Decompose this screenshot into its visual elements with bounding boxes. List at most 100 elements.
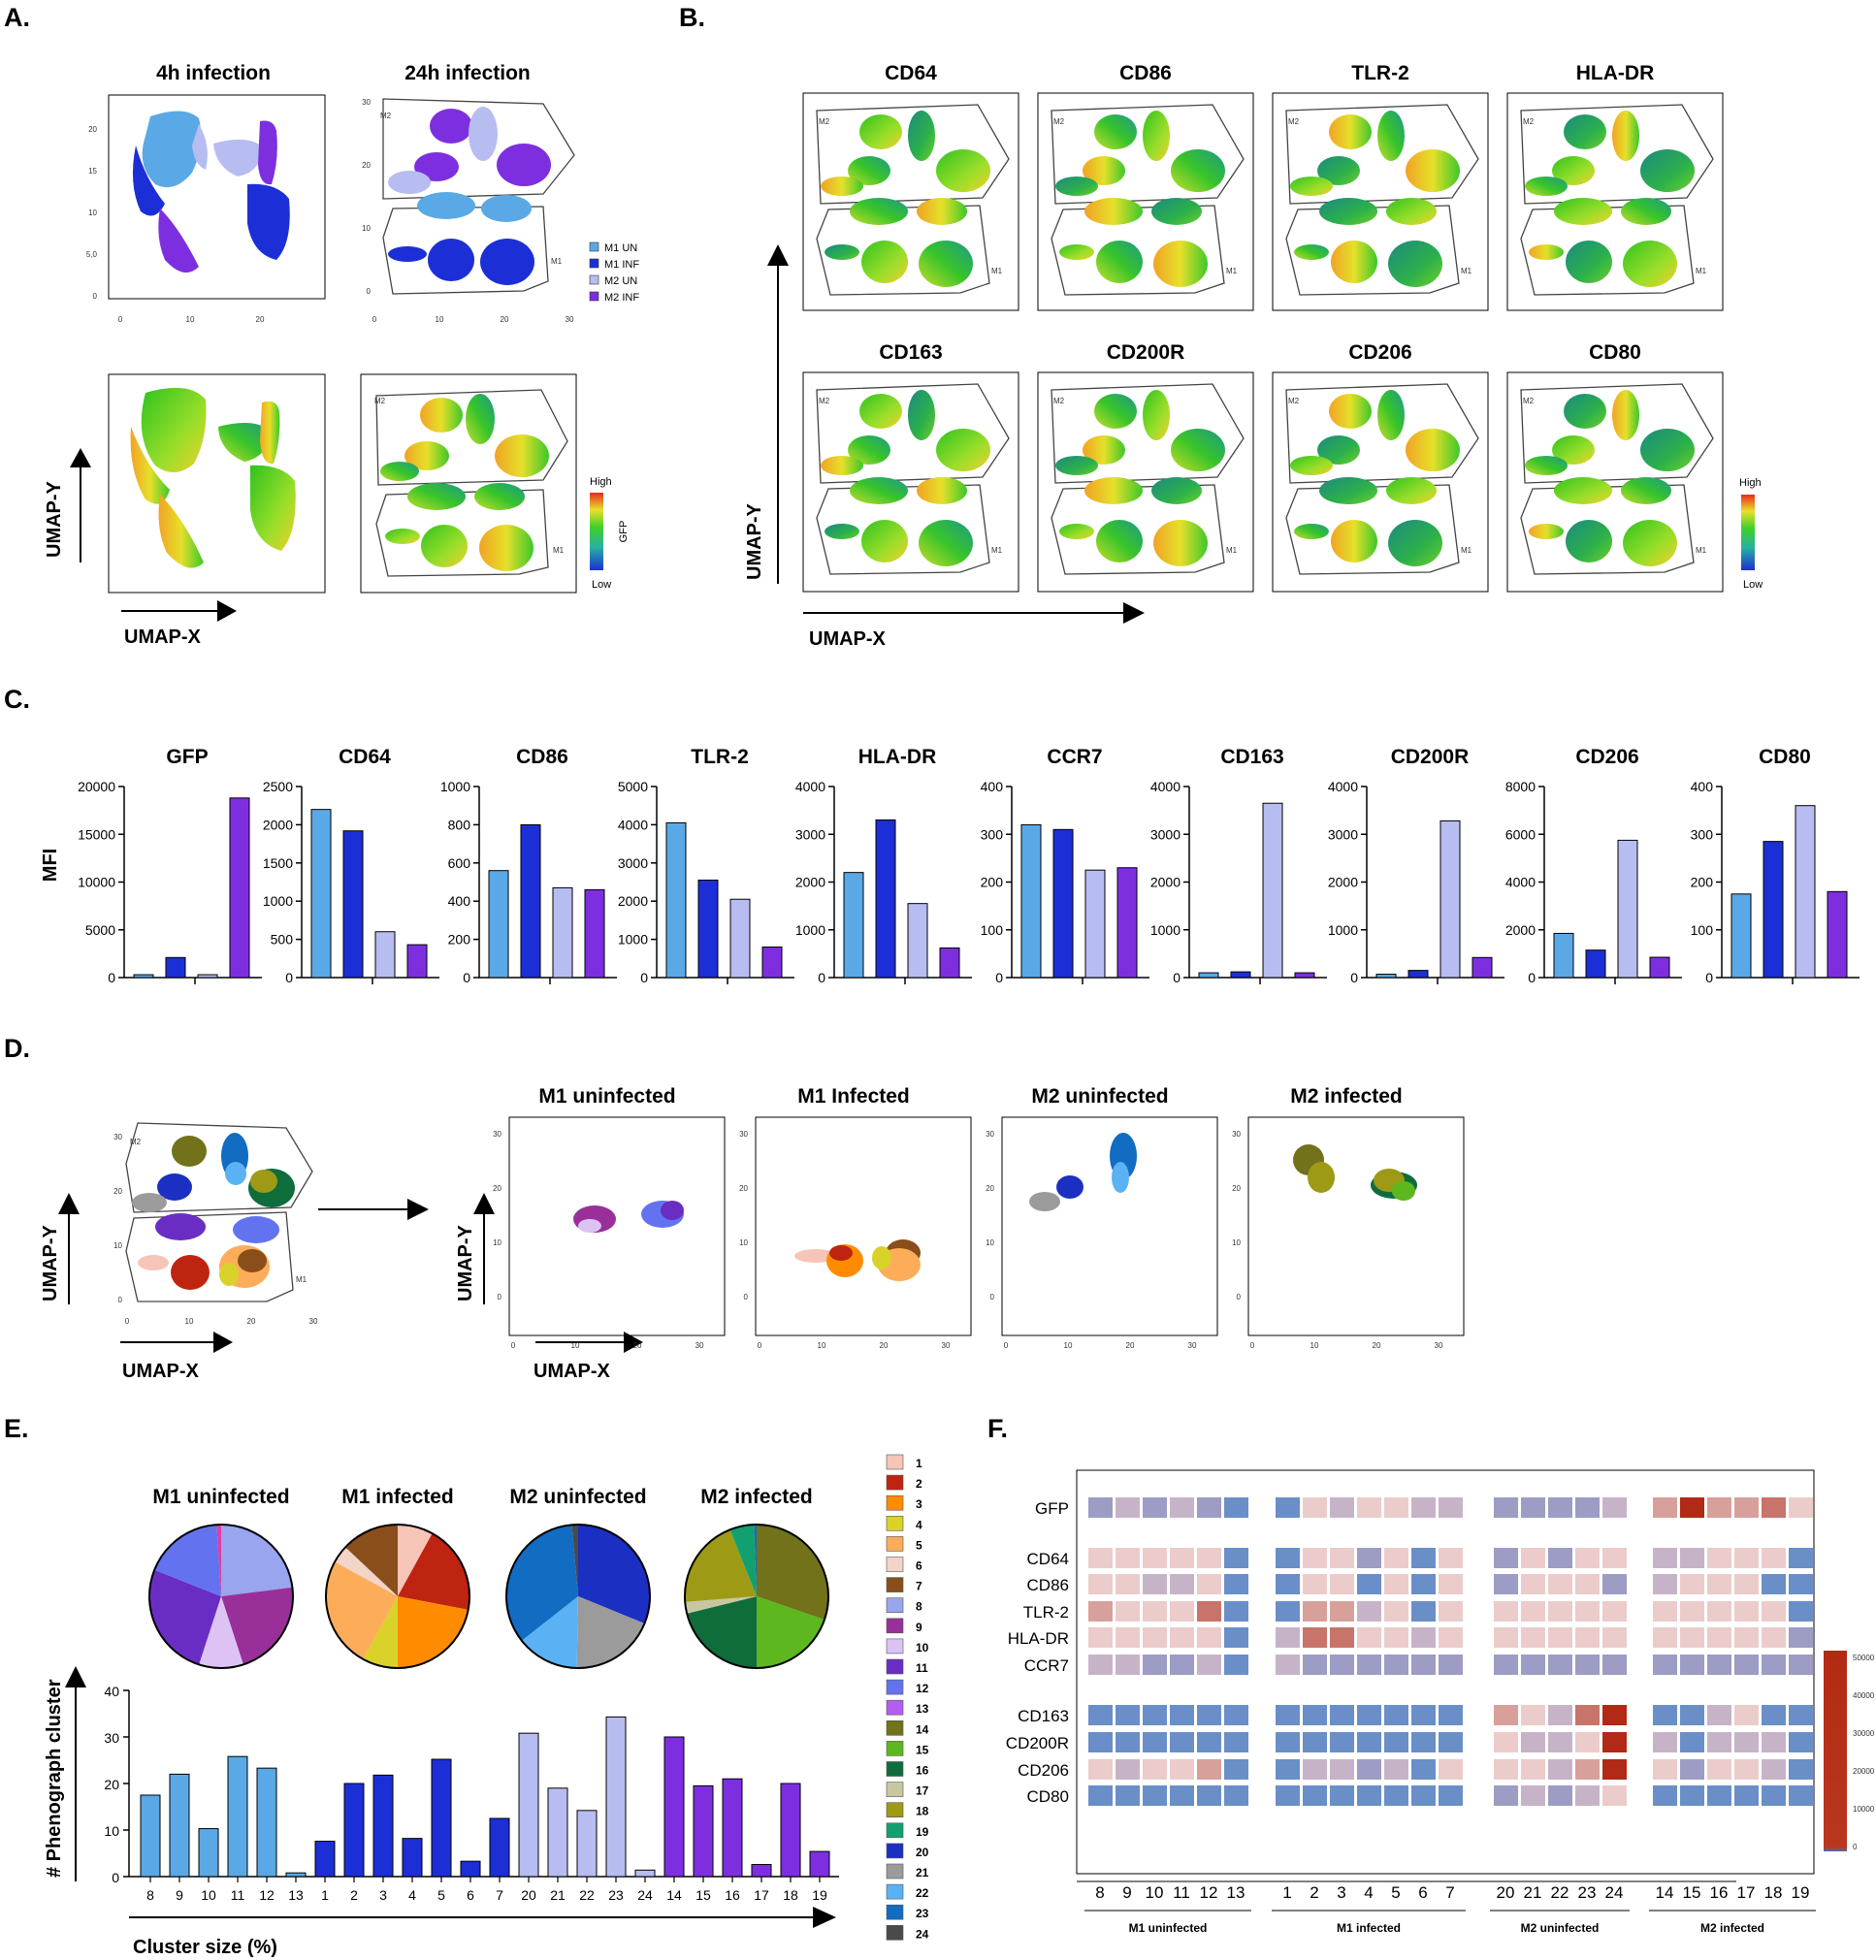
x-tick-label: 16 bbox=[725, 1887, 740, 1903]
x-tick-label: 15 bbox=[695, 1887, 711, 1903]
heatmap-cell bbox=[1197, 1627, 1221, 1648]
heatmap-col-label: 22 bbox=[1551, 1883, 1569, 1902]
heatmap-cell bbox=[1548, 1627, 1572, 1648]
heatmap-cell bbox=[1789, 1497, 1813, 1518]
gfp-colorbar: High Low GFP bbox=[590, 476, 630, 591]
heatmap-cell bbox=[1088, 1759, 1113, 1780]
y-tick-label: 100 bbox=[1691, 922, 1714, 938]
legend-label: 21 bbox=[916, 1866, 929, 1880]
heatmap-cell bbox=[1411, 1627, 1436, 1648]
legend-label: 20 bbox=[916, 1846, 929, 1859]
gate-label-m2: M2 bbox=[1523, 397, 1535, 405]
heatmap-cell bbox=[1197, 1601, 1221, 1622]
legend-label: 23 bbox=[916, 1907, 929, 1920]
heatmap-cell bbox=[1197, 1759, 1221, 1780]
gate-label-m2: M2 bbox=[130, 1138, 142, 1146]
colorbar-low: Low bbox=[1743, 579, 1763, 591]
y-tick-label: 1500 bbox=[263, 855, 293, 871]
legend-label: 11 bbox=[916, 1661, 928, 1675]
heatmap-cell bbox=[1303, 1732, 1327, 1752]
heatmap-col-label: 18 bbox=[1764, 1883, 1783, 1902]
tick-label: 30 bbox=[493, 1130, 501, 1139]
chart-title: CD206 bbox=[1575, 746, 1638, 768]
cell-cluster bbox=[821, 177, 863, 196]
plot-frame bbox=[1506, 92, 1724, 311]
heatmap-cell bbox=[1680, 1548, 1704, 1568]
heatmap-col-label: 19 bbox=[1792, 1883, 1810, 1902]
tick-label: 20 bbox=[256, 315, 265, 324]
pie-m2-uninfected: M2 uninfected bbox=[505, 1486, 651, 1669]
plot-title: M2 uninfected bbox=[1031, 1085, 1168, 1108]
bar-m1-inf bbox=[1407, 970, 1429, 979]
heatmap-group-label: M2 uninfected bbox=[1521, 1921, 1600, 1935]
legend-swatch bbox=[886, 1597, 904, 1613]
umap-clusters-overview: M2 M1 bbox=[125, 1122, 313, 1302]
heatmap-cell bbox=[1224, 1785, 1248, 1806]
bar-m2-un bbox=[1617, 839, 1638, 979]
heatmap-cell bbox=[1494, 1574, 1518, 1594]
heatmap-cell bbox=[1548, 1732, 1572, 1752]
cell-cluster bbox=[1529, 524, 1564, 539]
colorbar-tick: 10000 bbox=[1853, 1805, 1875, 1814]
heatmap-cell bbox=[1548, 1548, 1572, 1568]
bar-m1-un bbox=[1730, 893, 1752, 979]
heatmap-cell bbox=[1575, 1574, 1600, 1594]
heatmap-cell bbox=[1494, 1732, 1518, 1752]
y-tick-label: 40 bbox=[104, 1684, 119, 1699]
heatmap-cell bbox=[1384, 1759, 1408, 1780]
tick-label: 10 bbox=[493, 1238, 501, 1247]
heatmap-row-label: GFP bbox=[1035, 1499, 1069, 1518]
bar-cluster-5 bbox=[431, 1758, 452, 1878]
axis-label-umap-x: UMAP-X bbox=[124, 627, 202, 648]
heatmap-cell bbox=[1224, 1574, 1248, 1594]
pie-slice bbox=[571, 1525, 578, 1596]
cell-cluster bbox=[1554, 477, 1612, 504]
x-tick-label: 7 bbox=[496, 1887, 503, 1903]
heatmap-cell bbox=[1276, 1655, 1300, 1675]
heatmap-cell bbox=[1088, 1732, 1113, 1752]
heatmap-cell bbox=[1170, 1732, 1194, 1752]
bar-m2-inf bbox=[1649, 956, 1670, 979]
mfi-chart-ccr7: CCR7 0 100 200 300 400 bbox=[981, 746, 1149, 985]
pie-m2-infected: M2 infected bbox=[684, 1486, 829, 1669]
gate-label-m1: M1 bbox=[991, 267, 1003, 275]
heatmap-colorbar: 50000 40000 30000 20000 10000 0 bbox=[1824, 1651, 1875, 1851]
pie-slice bbox=[216, 1525, 221, 1596]
heatmap-cell bbox=[1143, 1705, 1167, 1725]
heatmap-cell bbox=[1276, 1497, 1300, 1518]
heatmap-cell bbox=[1734, 1785, 1759, 1806]
cell-cluster bbox=[936, 429, 990, 471]
heatmap-cell bbox=[1575, 1548, 1600, 1568]
cell-cluster bbox=[1056, 1175, 1084, 1199]
heatmap-cell bbox=[1762, 1655, 1786, 1675]
heatmap-cell bbox=[1707, 1574, 1731, 1594]
cell-cluster bbox=[1083, 156, 1125, 185]
pie-outline bbox=[148, 1524, 294, 1669]
heatmap-cell bbox=[1680, 1759, 1704, 1780]
tick-label: 20 bbox=[493, 1184, 501, 1193]
legend-label: M1 INF bbox=[604, 259, 639, 271]
heatmap-cell bbox=[1734, 1627, 1759, 1648]
x-tick-label: 11 bbox=[231, 1887, 245, 1903]
pie-slice bbox=[398, 1596, 469, 1668]
cell-cluster bbox=[917, 477, 967, 504]
heatmap-cell bbox=[1707, 1601, 1731, 1622]
cell-cluster bbox=[1529, 244, 1564, 260]
y-tick-label: 1000 bbox=[1150, 922, 1181, 938]
y-tick-label: 4000 bbox=[1505, 875, 1536, 890]
bar-cluster-19 bbox=[809, 1850, 830, 1878]
heatmap-cell bbox=[1330, 1785, 1354, 1806]
cell-cluster bbox=[1171, 429, 1225, 471]
umap-24h-gfp: M2 M1 bbox=[360, 373, 577, 594]
heatmap-cell bbox=[1521, 1601, 1545, 1622]
heatmap-cell bbox=[1439, 1497, 1463, 1518]
cell-cluster bbox=[1377, 111, 1405, 161]
cell-cluster bbox=[850, 198, 908, 225]
heatmap-col-label: 16 bbox=[1710, 1883, 1729, 1902]
heatmap-cell bbox=[1384, 1705, 1408, 1725]
colorbar-gradient bbox=[1824, 1651, 1847, 1851]
cell-cluster bbox=[1094, 114, 1137, 149]
heatmap-cell bbox=[1707, 1548, 1731, 1568]
bar-m2-un bbox=[552, 886, 573, 979]
cell-cluster bbox=[1055, 456, 1098, 475]
